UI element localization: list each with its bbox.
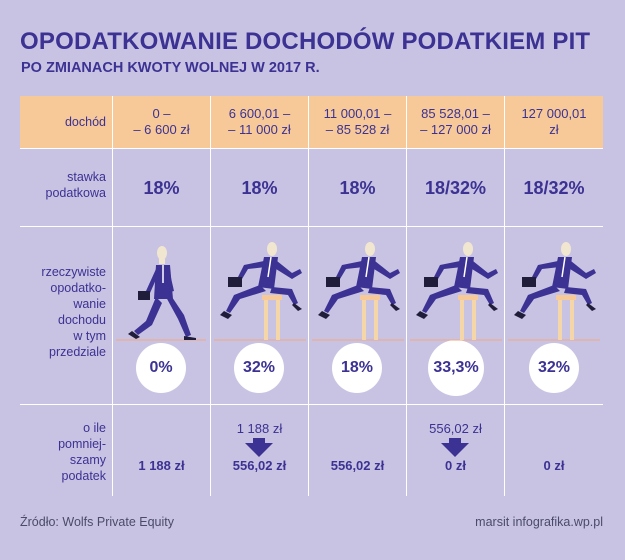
reduction-to: 1 188 zł xyxy=(138,458,185,473)
effective-rate-badge: 18% xyxy=(332,343,382,393)
arrow-down-icon xyxy=(245,443,273,457)
tax-rate: 18/32% xyxy=(424,178,487,198)
reduction-to: 556,02 zł xyxy=(232,458,287,473)
income-range: 127 000,01 zł xyxy=(521,106,587,137)
grid-line xyxy=(308,96,309,496)
tax-rate: 18% xyxy=(339,178,376,198)
arrow-down-icon xyxy=(449,438,461,443)
businessman-jumping-icon xyxy=(508,242,600,341)
income-label: dochód xyxy=(64,115,106,129)
grid-line xyxy=(20,404,603,405)
arrow-down-icon xyxy=(253,438,265,443)
arrow-down-icon xyxy=(441,443,469,457)
effective-rate-badge: 32% xyxy=(234,343,284,393)
grid-line xyxy=(504,96,505,496)
reduction-label: o ile pomniej- szamy podatek xyxy=(58,421,106,483)
tax-rate: 18% xyxy=(241,178,278,198)
reduction-to: 0 zł xyxy=(543,458,565,473)
reduction-to: 0 zł xyxy=(445,458,466,473)
income-header-row xyxy=(20,96,603,148)
businessman-jumping-icon xyxy=(312,242,404,341)
credit-note: marsit infografika.wp.pl xyxy=(475,515,603,529)
effective-rate-badge: 0% xyxy=(136,343,186,393)
income-range: 6 600,01 – – 11 000 zł xyxy=(228,106,291,137)
rate-label: stawka podatkowa xyxy=(45,170,106,200)
tax-table: dochód stawka podatkowa rzeczywiste opod… xyxy=(20,96,603,496)
grid-line xyxy=(210,96,211,496)
page-title: OPODATKOWANIE DOCHODÓW PODATKIEM PIT xyxy=(20,28,591,55)
grid-line xyxy=(20,226,603,227)
effective-label: rzeczywiste opodatko- wanie dochodu w ty… xyxy=(41,265,106,359)
page-subtitle: PO ZMIANACH KWOTY WOLNEJ W 2017 R. xyxy=(21,60,320,76)
grid-line xyxy=(406,96,407,496)
grid-line xyxy=(112,96,113,496)
reduction-from: 1 188 zł xyxy=(236,421,283,436)
businessman-jumping-icon xyxy=(410,242,502,341)
income-range: 0 – – 6 600 zł xyxy=(133,106,190,137)
businessman-jumping-icon xyxy=(214,242,306,341)
income-range: 85 528,01 – – 127 000 zł xyxy=(420,106,491,137)
effective-rate-badge: 33,3% xyxy=(428,340,484,396)
income-range: 11 000,01 – – 85 528 zł xyxy=(323,106,392,137)
reduction-to: 556,02 zł xyxy=(330,458,385,473)
grid-line xyxy=(20,148,603,149)
source-note: Źródło: Wolfs Private Equity xyxy=(20,515,174,529)
tax-rate: 18% xyxy=(143,178,180,198)
effective-rate-badge: 32% xyxy=(529,343,579,393)
reduction-from: 556,02 zł xyxy=(429,421,482,436)
tax-rate: 18/32% xyxy=(523,178,585,198)
businessman-walking-icon xyxy=(116,246,206,341)
